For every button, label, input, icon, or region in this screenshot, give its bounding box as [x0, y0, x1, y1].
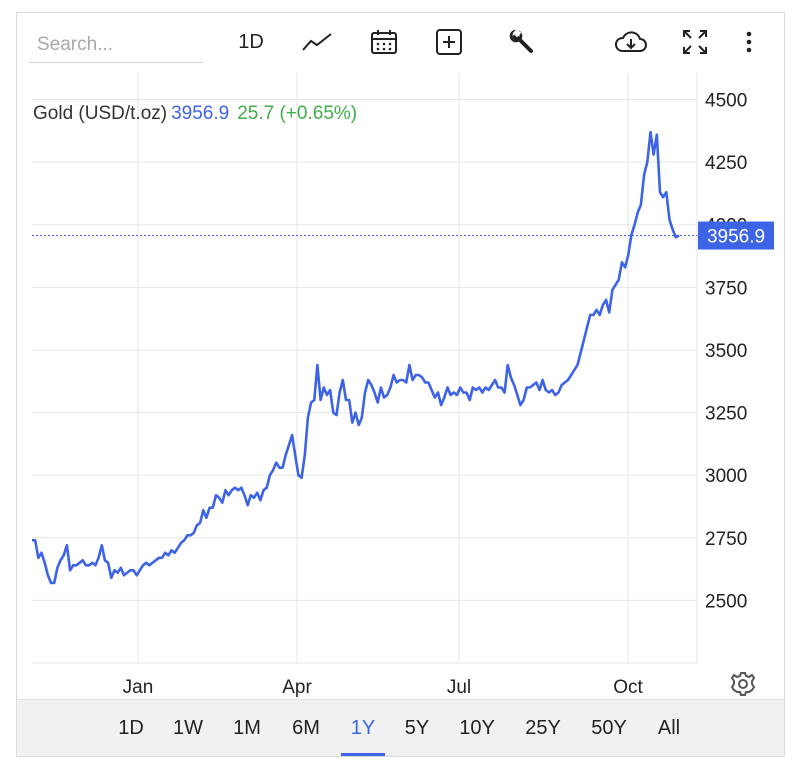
legend: Gold (USD/t.oz) 3956.9 25.7 (+0.65%): [33, 103, 357, 125]
range-button-1y[interactable]: 1Y: [341, 700, 385, 756]
more-icon[interactable]: [737, 25, 761, 59]
range-button-all[interactable]: All: [657, 716, 681, 739]
x-tick-label: Oct: [613, 677, 643, 698]
search-input[interactable]: [29, 27, 203, 63]
range-button-6m[interactable]: 6M: [292, 716, 320, 739]
legend-price: 3956.9: [171, 103, 230, 124]
grid-lines: [32, 73, 698, 664]
y-tick-label: 4500: [705, 91, 747, 112]
y-tick-label: 4250: [705, 153, 747, 174]
y-tick-label: 3250: [705, 404, 747, 425]
y-tick-label: 3750: [705, 278, 747, 299]
chart-widget: 1D: [16, 12, 785, 757]
calendar-icon[interactable]: [365, 25, 403, 59]
y-tick-label: 3500: [705, 341, 747, 362]
plus-icon[interactable]: [430, 25, 468, 59]
range-selector: 1D 1W 1M 6M 1Y 5Y 10Y 25Y 50Y All: [17, 699, 784, 756]
y-tick-label: 3000: [705, 466, 747, 487]
x-tick-label: Jul: [447, 677, 471, 698]
y-tick-label: 2500: [705, 591, 747, 612]
range-button-1w[interactable]: 1W: [173, 716, 203, 739]
fullscreen-icon[interactable]: [677, 25, 713, 59]
toolbar: 1D: [17, 13, 784, 75]
x-axis: Jan Apr Jul Oct: [123, 677, 644, 698]
wrench-icon[interactable]: [505, 25, 539, 59]
range-button-25y[interactable]: 25Y: [525, 716, 561, 739]
range-button-5y[interactable]: 5Y: [404, 716, 430, 739]
legend-symbol: Gold (USD/t.oz): [33, 103, 168, 124]
range-button-1m[interactable]: 1M: [233, 716, 261, 739]
y-axis: 250027503000325035003750400042504500: [705, 91, 747, 613]
y-tick-label: 2750: [705, 529, 747, 550]
range-button-50y[interactable]: 50Y: [591, 716, 627, 739]
range-button-10y[interactable]: 10Y: [459, 716, 495, 739]
cloud-download-icon[interactable]: [611, 25, 651, 59]
legend-change: 25.7 (+0.65%): [237, 103, 358, 124]
series-line: [32, 130, 680, 585]
last-price-label-text: 3956.9: [707, 227, 765, 248]
settings-gear-icon[interactable]: [729, 670, 757, 698]
interval-button[interactable]: 1D: [238, 30, 264, 53]
line-chart-icon[interactable]: [297, 25, 337, 59]
range-button-1d[interactable]: 1D: [118, 716, 144, 739]
x-tick-label: Jan: [123, 677, 154, 698]
x-tick-label: Apr: [282, 677, 312, 698]
last-price-label: 3956.9: [698, 221, 774, 250]
